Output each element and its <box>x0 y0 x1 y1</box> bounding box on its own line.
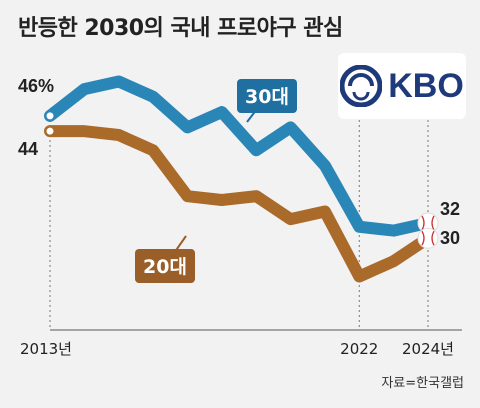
start-value-label-30s: 46% <box>18 76 54 96</box>
series-line-30s <box>44 75 434 237</box>
baseball-icon <box>417 227 439 249</box>
baseball-seam <box>421 230 425 246</box>
start-marker-30s <box>44 110 56 122</box>
baseball-seam <box>421 215 425 231</box>
source-note: 자료=한국갤럽 <box>381 376 464 391</box>
start-value-label-20s: 44 <box>18 139 38 159</box>
baseball-body <box>417 227 439 249</box>
kbo-emblem-icon <box>340 65 383 107</box>
baseball-seam <box>431 230 435 246</box>
series-tag-label: 20대 <box>143 256 187 278</box>
series-line-20s <box>44 125 434 283</box>
end-value-label-20s: 30 <box>440 228 460 248</box>
x-tick-label: 2013년 <box>20 340 72 358</box>
baseball-seam <box>431 215 435 231</box>
series-tag-20s: 20대 <box>135 235 195 283</box>
chart-title: 반등한 2030의 국내 프로야구 관심 <box>18 16 343 41</box>
x-tick-label: 2022 <box>340 340 378 358</box>
series-tag-box <box>135 249 195 283</box>
series-tag-30s: 30대 <box>237 79 297 123</box>
start-marker-20s <box>44 125 56 137</box>
series-tag-box <box>237 79 297 113</box>
end-value-label-30s: 32 <box>440 199 460 219</box>
series-tag-label: 30대 <box>245 86 289 108</box>
x-tick-label: 2024년 <box>402 340 454 358</box>
baseball-icon <box>417 212 439 234</box>
kbo-logo-text: KBO <box>388 66 464 105</box>
kbo-logo: KBO <box>338 53 466 119</box>
